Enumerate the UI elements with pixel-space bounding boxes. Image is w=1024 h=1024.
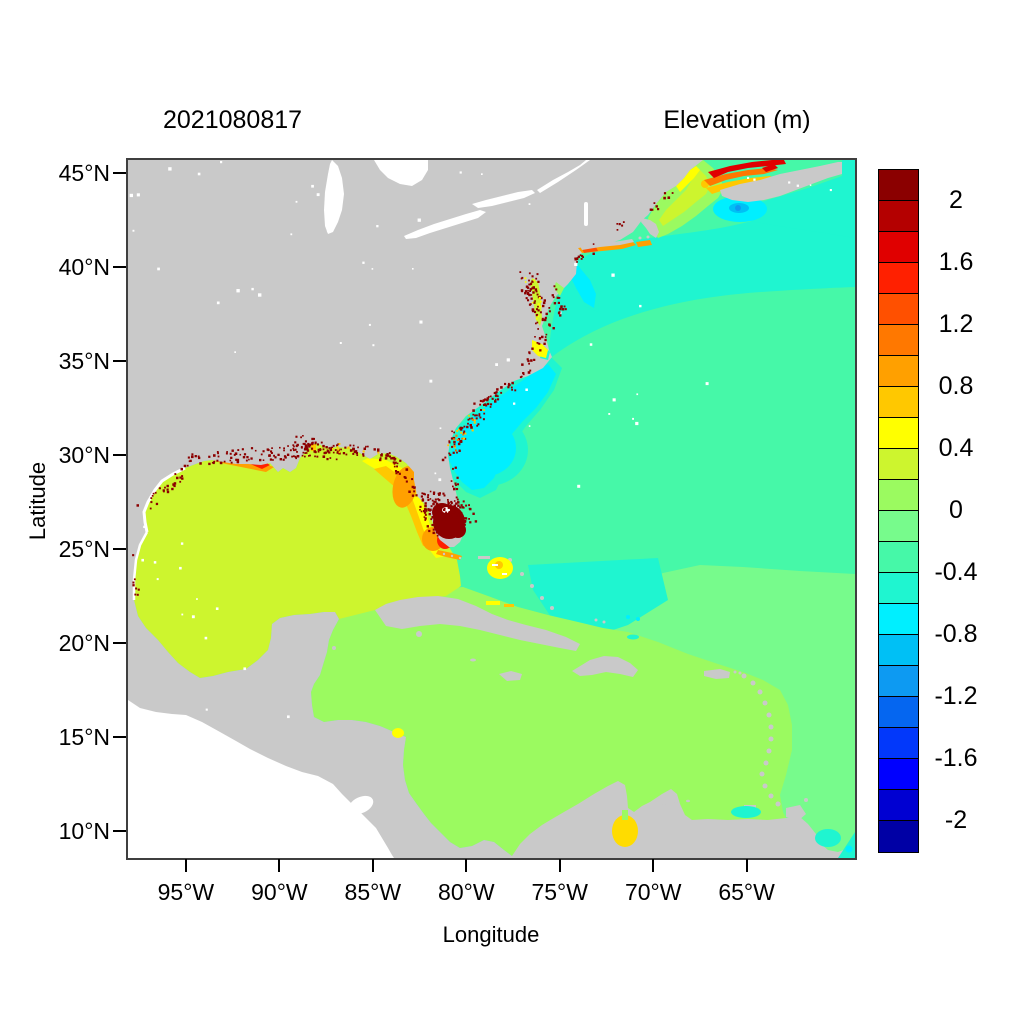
x-tick-label: 85°W: [344, 879, 402, 905]
x-tick-label: 65°W: [718, 879, 775, 905]
y-axis-tickmark: [113, 548, 126, 550]
y-tick-label: 40°N: [58, 254, 110, 281]
long-island-cape-cod: [578, 218, 659, 253]
delaware-bay: [554, 282, 564, 296]
y-axis-tickmark: [113, 360, 126, 363]
colorbar-segment: [879, 635, 918, 666]
x-axis-tickmark: [371, 859, 374, 872]
colorbar-segment: [879, 759, 918, 790]
x-axis-tickmark: [465, 859, 468, 872]
ocean-cyan-coastal-band: [446, 252, 600, 498]
y-tick-label: 20°N: [58, 629, 110, 656]
colorbar-tick-label: 0.8: [938, 372, 974, 400]
elevation-map-svg: [128, 160, 855, 858]
wetland-surge-speckles: [132, 192, 674, 596]
island-cuba: [375, 596, 580, 651]
y-axis-tickmark: [113, 735, 126, 738]
land-nova-scotia: [720, 162, 842, 202]
land-north-central-south-america: [128, 160, 855, 858]
colorbar-tick-label: -2: [944, 806, 968, 834]
islands: [332, 552, 808, 821]
colorbar-tick-label: -0.4: [934, 558, 978, 586]
y-axis-tickmark: [113, 266, 126, 269]
x-tick-label: 90°W: [251, 879, 308, 905]
colorbar-tick-label: 1.6: [938, 248, 974, 276]
y-axis-tickmark: [113, 641, 126, 644]
colorbar-tick-label: 2: [949, 186, 963, 214]
y-tick-label: 15°N: [58, 723, 110, 750]
y-tick-label: 10°N: [58, 817, 110, 844]
colorbar-tick-label: -1.2: [934, 682, 978, 710]
pamlico-sound: [532, 340, 548, 358]
colorbar: [878, 169, 919, 853]
coastal-white-strip: [132, 466, 186, 600]
colorbar-segment: [879, 201, 918, 232]
island-jamaica: [499, 671, 522, 681]
island-hispaniola: [572, 656, 638, 677]
colorbar-tick-label: 0.4: [938, 434, 974, 462]
colorbar-segment: [879, 232, 918, 263]
map-plot: [126, 158, 857, 860]
colorbar-segment: [879, 418, 918, 449]
colorbar-segment: [879, 263, 918, 294]
colorbar-segment: [879, 542, 918, 573]
plot-title-date: 2021080817: [163, 106, 303, 134]
colorbar-segment: [879, 449, 918, 480]
x-tick-label: 75°W: [531, 879, 588, 905]
x-axis-tickmark: [184, 859, 187, 872]
colorbar-segment: [879, 511, 918, 542]
ocean-caribbean: [311, 587, 792, 856]
bays: [311, 278, 564, 451]
colorbar-segment: [879, 728, 918, 759]
island-puerto-rico: [704, 669, 730, 679]
y-axis-tickmark: [113, 829, 126, 832]
x-axis-tickmark: [278, 859, 281, 872]
lake-maracaibo: [612, 815, 638, 847]
colorbar-segment: [879, 604, 918, 635]
colorbar-segment: [879, 480, 918, 511]
y-axis-tickmark: [113, 454, 126, 456]
colorbar-segment: [879, 325, 918, 356]
y-tick-label: 30°N: [58, 442, 110, 468]
x-axis-tickmark: [652, 859, 655, 872]
x-axis-tickmark: [745, 859, 748, 872]
x-axis-label: Longitude: [442, 922, 540, 947]
surge-minas-basin: [762, 164, 778, 172]
colorbar-segment: [879, 356, 918, 387]
colorbar-tick-label: 0: [949, 496, 963, 524]
river-lake-flecks: [129, 161, 832, 719]
no-data-pacific: [128, 700, 394, 858]
surge-west-florida-shelf: [362, 458, 462, 560]
chesapeake-bay: [530, 278, 542, 326]
ocean-gulf-of-mexico: [134, 443, 461, 678]
colorbar-segment: [879, 170, 918, 201]
colorbar-segment: [879, 697, 918, 728]
colorbar-segment: [879, 387, 918, 418]
x-tick-label: 95°W: [157, 879, 215, 905]
bahama-bank-spot: [487, 557, 513, 579]
great-lakes: [324, 160, 590, 815]
x-tick-label: 70°W: [624, 879, 682, 905]
colorbar-segment: [879, 821, 918, 852]
colorbar-tick-label: 1.2: [938, 310, 974, 338]
colorbar-segment: [879, 294, 918, 325]
y-tick-label: 45°N: [58, 160, 110, 187]
island-trinidad: [786, 805, 806, 821]
y-tick-label: 25°N: [58, 536, 110, 562]
caribbean-coastal-spots: [392, 615, 855, 858]
y-tick-label: 35°N: [58, 348, 110, 375]
y-axis-label: Latitude: [25, 461, 50, 541]
colorbar-segment: [879, 573, 918, 604]
colorbar-tick-label: -0.8: [934, 620, 978, 648]
ocean-nova-scotia-low: [713, 196, 767, 222]
colorbar-tick-label: -1.6: [934, 744, 978, 772]
y-axis-tickmark: [113, 172, 126, 175]
x-tick-label: 80°W: [438, 879, 495, 905]
colorbar-title: Elevation (m): [663, 106, 811, 134]
x-axis-tickmark: [558, 859, 561, 872]
colorbar-segment: [879, 666, 918, 697]
colorbar-segment: [879, 790, 918, 821]
